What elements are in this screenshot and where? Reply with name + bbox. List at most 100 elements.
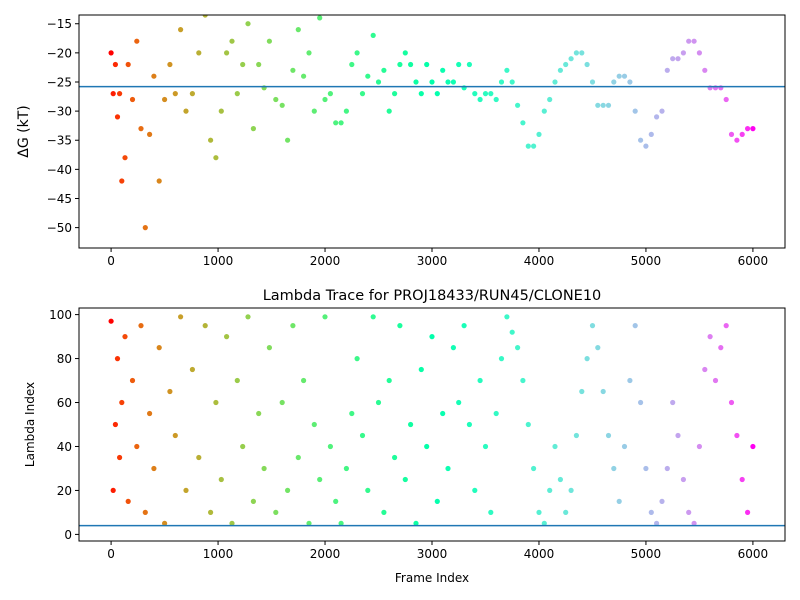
data-point xyxy=(643,465,649,472)
data-point xyxy=(680,50,687,56)
data-point xyxy=(456,399,462,406)
data-point xyxy=(638,399,644,406)
data-point xyxy=(397,323,403,329)
data-point xyxy=(541,108,547,114)
data-point xyxy=(707,334,713,340)
data-point xyxy=(202,323,208,329)
data-point xyxy=(664,465,670,472)
data-point xyxy=(429,79,435,85)
data-point xyxy=(183,108,189,114)
data-point xyxy=(196,454,202,461)
data-point xyxy=(138,126,144,132)
data-point xyxy=(354,356,360,362)
data-point xyxy=(750,126,756,132)
data-point xyxy=(686,38,692,44)
data-point xyxy=(472,487,478,493)
data-point xyxy=(172,91,178,97)
data-point xyxy=(579,388,585,395)
data-point xyxy=(208,509,214,515)
data-point xyxy=(279,102,285,108)
lambda-panel: Lambda Trace for PROJ18433/RUN45/CLONE10… xyxy=(23,288,786,585)
data-point xyxy=(520,120,526,126)
data-point xyxy=(568,487,574,493)
data-point xyxy=(723,323,729,329)
data-point xyxy=(418,91,424,97)
data-point xyxy=(224,334,230,340)
data-point xyxy=(156,345,162,351)
data-point xyxy=(392,454,398,461)
data-point xyxy=(434,498,440,504)
data-point xyxy=(466,421,472,428)
data-point xyxy=(605,432,612,439)
data-point xyxy=(648,131,654,137)
y-tick-label: 60 xyxy=(57,396,72,410)
data-point xyxy=(250,126,256,132)
data-point xyxy=(338,520,344,527)
data-point xyxy=(129,377,136,384)
data-point xyxy=(183,487,189,493)
data-point xyxy=(632,323,638,329)
data-point xyxy=(450,345,456,351)
data-point xyxy=(648,509,654,515)
data-point xyxy=(151,73,157,79)
data-point xyxy=(477,96,483,103)
data-point xyxy=(295,454,301,461)
data-point xyxy=(338,120,344,126)
data-point xyxy=(616,73,622,79)
data-point xyxy=(493,410,499,417)
data-point xyxy=(670,399,676,406)
dg-y-axis-label: ΔG (kT) xyxy=(16,105,32,157)
data-point xyxy=(142,225,148,231)
data-point xyxy=(317,15,323,21)
data-point xyxy=(365,73,371,79)
data-point xyxy=(266,38,272,44)
data-point xyxy=(621,443,628,450)
data-point xyxy=(142,509,148,515)
data-point xyxy=(365,487,371,493)
data-point xyxy=(333,498,339,504)
data-point xyxy=(349,61,355,68)
data-point xyxy=(547,96,553,103)
data-point xyxy=(579,50,585,56)
data-point xyxy=(659,108,665,114)
data-point xyxy=(110,91,116,97)
data-point xyxy=(208,137,214,143)
data-point xyxy=(189,366,195,373)
dg-y-ticks: −50 −45 −40 −35 −30 −25 −20 −15 xyxy=(47,17,79,235)
lambda-scatter-points xyxy=(108,314,756,527)
data-point xyxy=(213,399,219,406)
data-point xyxy=(643,143,649,149)
data-point xyxy=(108,318,114,324)
lambda-chart-title: Lambda Trace for PROJ18433/RUN45/CLONE10 xyxy=(263,288,602,304)
data-point xyxy=(349,410,355,417)
data-point xyxy=(301,377,307,384)
data-point xyxy=(531,465,537,472)
data-point xyxy=(295,27,301,33)
data-point xyxy=(691,520,697,527)
data-point xyxy=(418,366,424,373)
data-point xyxy=(117,454,123,461)
data-point xyxy=(654,520,660,527)
data-point xyxy=(311,108,317,114)
data-point xyxy=(466,61,472,68)
dg-x-ticks: 0 1000 2000 3000 4000 5000 6000 xyxy=(107,248,768,268)
dg-axes-frame xyxy=(78,14,786,249)
data-point xyxy=(728,399,735,406)
data-point xyxy=(595,102,601,108)
data-point xyxy=(477,377,483,384)
data-point xyxy=(256,61,262,68)
data-point xyxy=(189,91,195,97)
data-point xyxy=(234,377,240,384)
data-point xyxy=(589,323,596,329)
data-point xyxy=(213,155,219,161)
data-point xyxy=(375,79,382,85)
data-point xyxy=(498,356,505,362)
data-point xyxy=(408,61,414,68)
x-tick-label: 1000 xyxy=(203,547,234,561)
data-point xyxy=(167,61,173,68)
data-point xyxy=(381,509,387,515)
data-point xyxy=(712,377,719,384)
x-tick-label: 4000 xyxy=(524,547,555,561)
x-tick-label: 0 xyxy=(107,547,115,561)
data-point xyxy=(680,476,687,483)
